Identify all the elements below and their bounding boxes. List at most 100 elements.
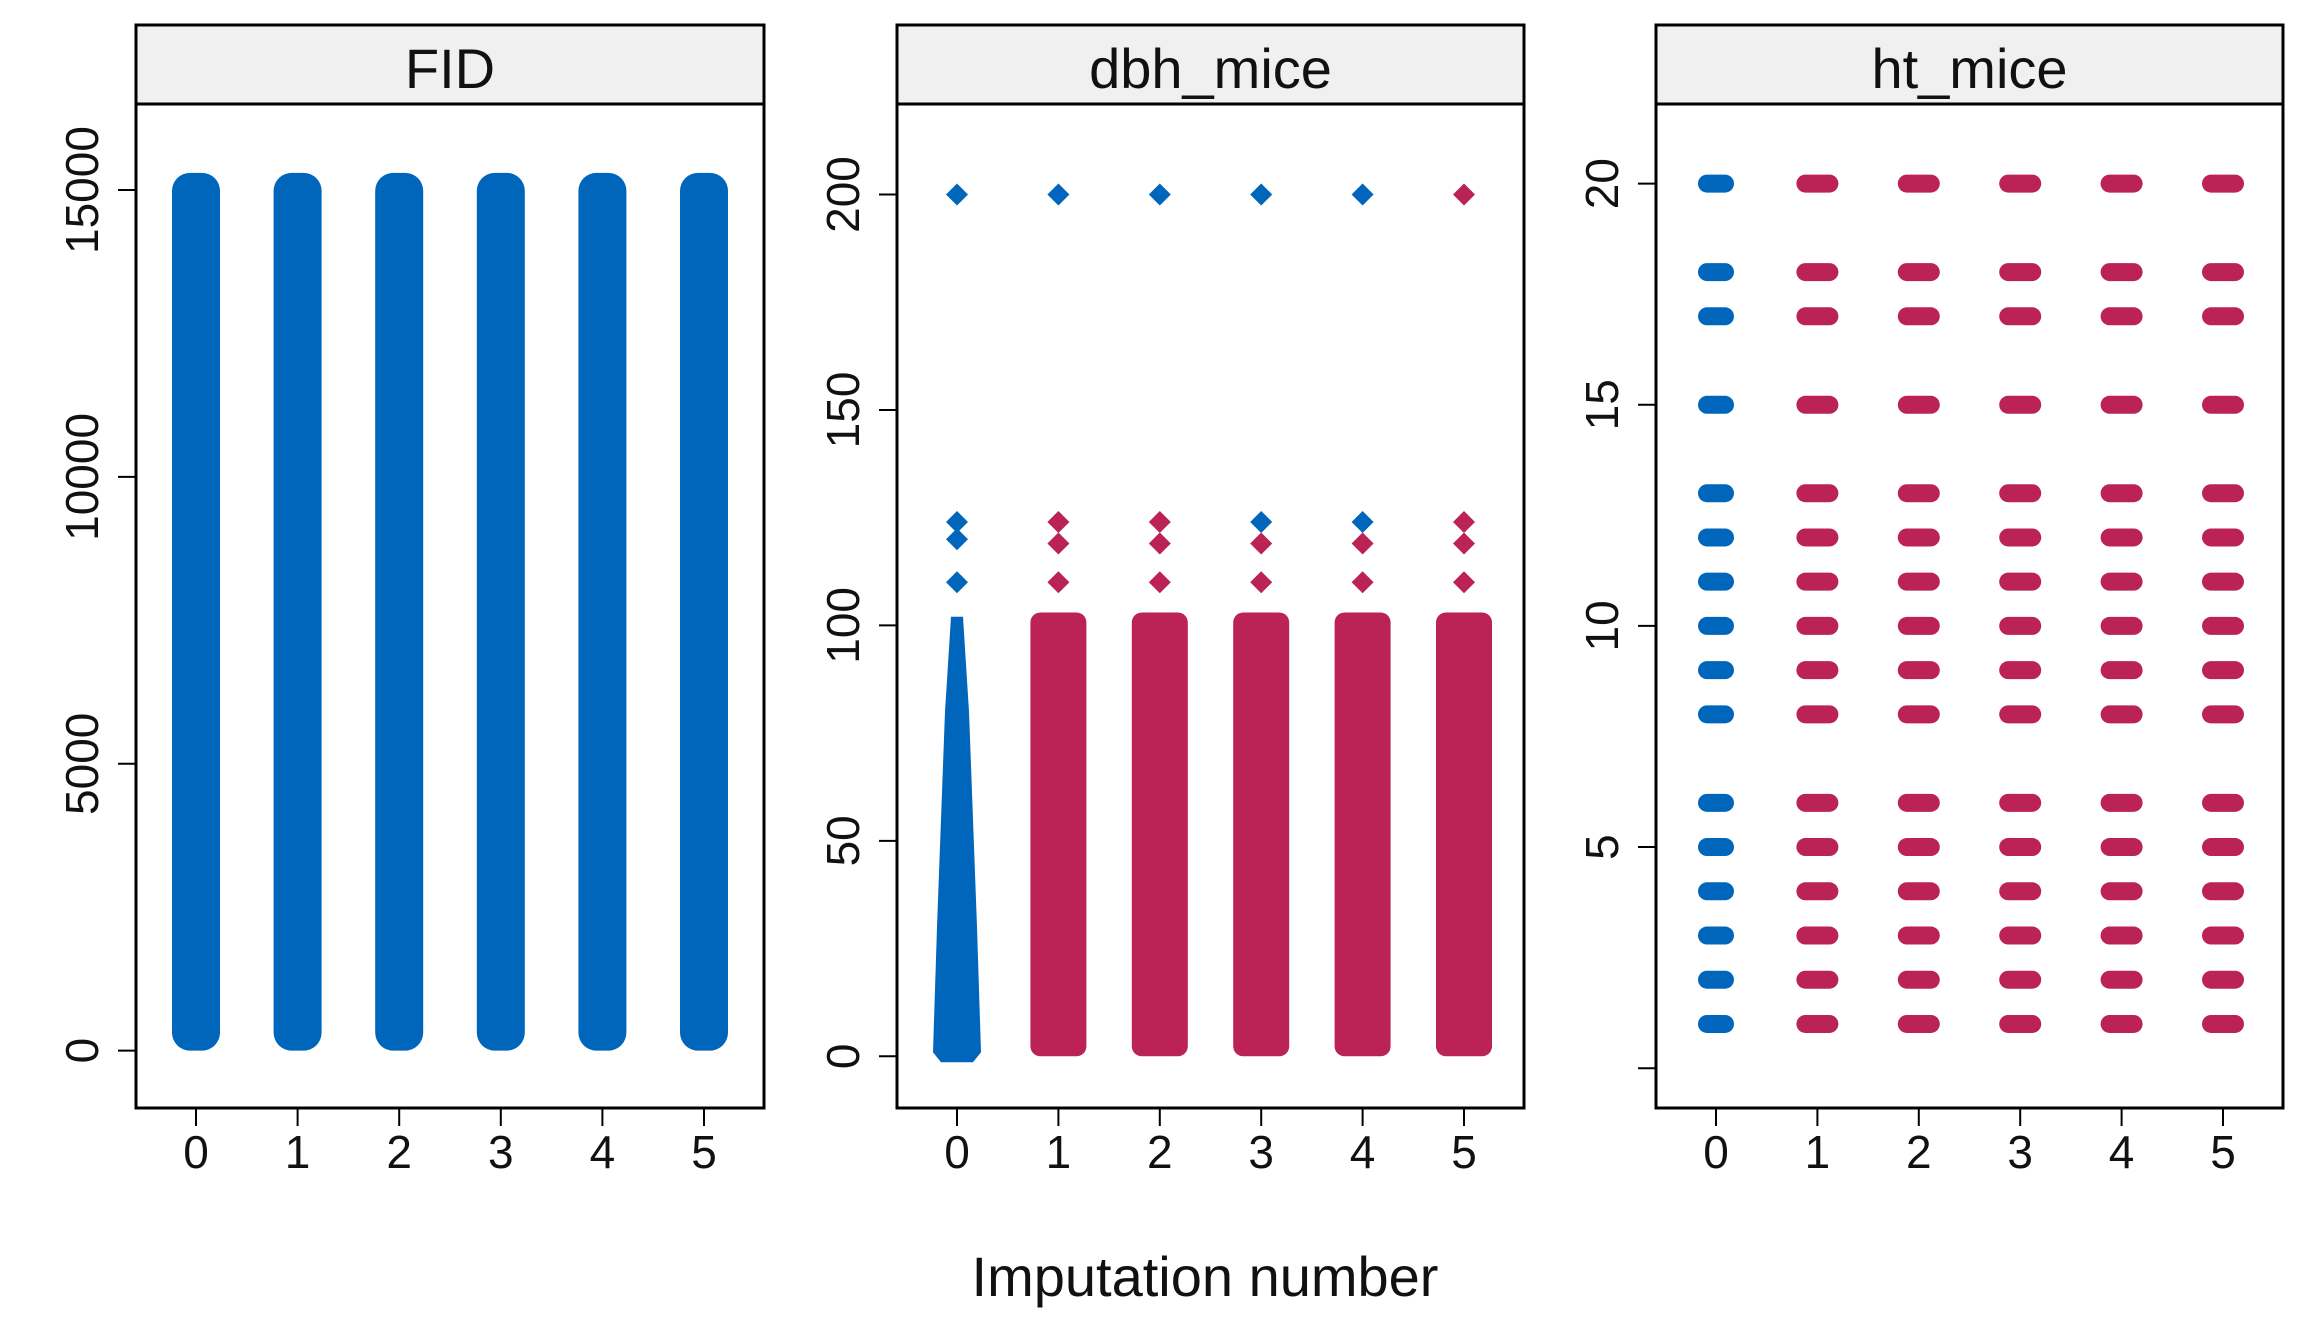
series-0-point [1698, 705, 1734, 724]
series-5-point [2202, 616, 2244, 635]
series-4-point [2100, 395, 2143, 414]
panel-title: FID [405, 37, 495, 100]
series-5-outlier [1453, 532, 1475, 555]
series-5-outlier [1453, 571, 1475, 594]
series-2-outlier [1148, 571, 1171, 594]
series-0-point [1698, 572, 1734, 591]
series-0-point [1698, 484, 1734, 503]
series-0-strip [172, 172, 220, 1051]
y-tick-label: 0 [56, 1038, 108, 1064]
series-3-point [1999, 572, 2042, 591]
series-4-outlier [1351, 532, 1374, 555]
series-2-outlier [1148, 510, 1171, 533]
series-2-point [1897, 970, 1940, 989]
y-tick-label: 0 [817, 1043, 869, 1069]
series-3-point [1999, 307, 2042, 326]
series-4-observed-outlier [1351, 510, 1374, 533]
series-0-outlier [946, 528, 968, 551]
series-4-point [2100, 484, 2143, 503]
series-1-point [1796, 926, 1839, 945]
series-3-point [1999, 838, 2042, 857]
series-4-point [2100, 1014, 2143, 1033]
x-tick-label: 2 [386, 1126, 412, 1178]
y-tick-label: 150 [817, 372, 869, 449]
series-0-point [1698, 970, 1734, 989]
series-2-strip [1131, 612, 1188, 1057]
series-5-point [2202, 705, 2244, 724]
series-2-point [1897, 926, 1940, 945]
series-0-outlier [946, 510, 968, 533]
series-2-point [1897, 528, 1940, 547]
panel-frame [895, 102, 1526, 1110]
series-3-point [1999, 263, 2042, 282]
x-tick-label: 3 [2007, 1126, 2033, 1178]
series-2-point [1897, 705, 1940, 724]
series-0-point [1698, 793, 1734, 812]
series-2-point [1897, 174, 1940, 193]
series-5-point [2202, 307, 2244, 326]
y-tick-label: 5000 [56, 713, 108, 815]
series-5-point [2202, 838, 2244, 857]
series-0-point [1698, 263, 1734, 282]
series-0-strip [933, 616, 981, 1063]
y-tick-label: 200 [817, 156, 869, 233]
y-tick-label: 50 [817, 815, 869, 866]
series-0-point [1698, 838, 1734, 857]
series-1-point [1796, 528, 1839, 547]
series-3-point [1999, 616, 2042, 635]
y-tick-label: 10 [1576, 600, 1628, 651]
series-2-point [1897, 838, 1940, 857]
series-4-observed-outlier [1351, 183, 1374, 206]
y-tick-label: 5 [1576, 834, 1628, 860]
panel-1: dbh_mice 0 50 100 150 200 0 1 2 3 4 5 [817, 23, 1526, 1178]
x-tick-label: 2 [1147, 1126, 1173, 1178]
x-tick-label: 1 [1805, 1126, 1831, 1178]
series-2-strip [375, 172, 424, 1051]
series-3-point [1999, 926, 2042, 945]
x-tick-label: 4 [590, 1126, 616, 1178]
series-5-point [2202, 970, 2244, 989]
series-2-point [1897, 793, 1940, 812]
y-tick-label: 20 [1576, 158, 1628, 209]
series-5-outlier [1453, 510, 1475, 533]
panel-frame [1654, 102, 2285, 1110]
panel-strip [134, 23, 766, 106]
series-1-outlier [1047, 510, 1070, 533]
y-tick-label: 100 [817, 587, 869, 664]
series-1-point [1796, 174, 1839, 193]
series-0-point [1698, 661, 1734, 680]
x-tick-label: 4 [1350, 1126, 1376, 1178]
panel-strip [1654, 23, 2285, 106]
series-4-strip [578, 172, 627, 1051]
series-1-observed-outlier [1047, 183, 1070, 206]
series-2-point [1897, 307, 1940, 326]
series-1-point [1796, 882, 1839, 901]
series-5-point [2202, 174, 2244, 193]
y-tick-label: 15 [1576, 379, 1628, 430]
series-4-point [2100, 970, 2143, 989]
series-0-outlier [946, 183, 968, 206]
series-3-point [1999, 705, 2042, 724]
series-1-point [1796, 616, 1839, 635]
series-4-point [2100, 882, 2143, 901]
series-4-point [2100, 307, 2143, 326]
series-2-point [1897, 572, 1940, 591]
series-3-outlier [1250, 571, 1273, 594]
series-1-point [1796, 705, 1839, 724]
series-1-strip [273, 172, 322, 1051]
series-4-point [2100, 263, 2143, 282]
series-3-outlier [1250, 532, 1273, 555]
series-1-point [1796, 1014, 1839, 1033]
x-tick-label: 3 [488, 1126, 514, 1178]
series-5-point [2202, 793, 2244, 812]
series-0-point [1698, 926, 1734, 945]
series-0-point [1698, 307, 1734, 326]
series-3-strip [476, 172, 525, 1051]
x-tick-label: 2 [1906, 1126, 1932, 1178]
series-3-point [1999, 882, 2042, 901]
panel-title: ht_mice [1871, 37, 2067, 100]
series-5-strip [1436, 612, 1492, 1057]
panel-strip [895, 23, 1526, 106]
